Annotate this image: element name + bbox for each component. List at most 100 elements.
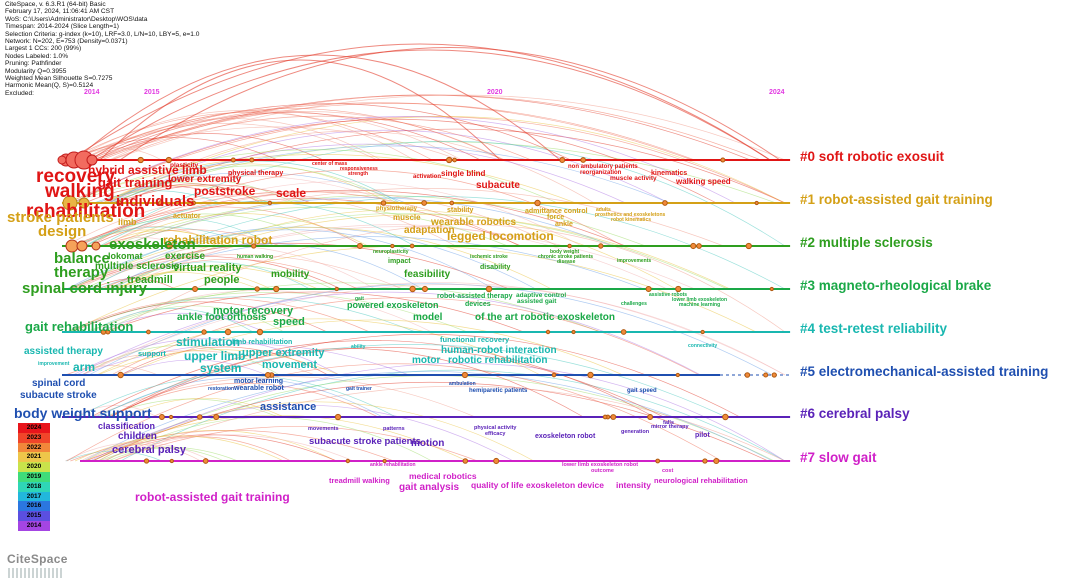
keyword-node [754,200,759,206]
citation-arc [108,141,777,204]
keyword-label: muscle activity [610,175,657,182]
citation-arc [122,264,333,290]
keyword-label: assisted gait [517,298,557,305]
citation-arc [74,226,252,247]
keyword-label: motion [411,438,445,449]
keyword-label: wearable robotics [431,217,517,228]
keyword-label: speed [273,316,305,328]
keyword-label: cerebral palsy [112,444,186,456]
keyword-label: human-robot interaction [441,345,557,356]
year-tick: 2015 [144,89,160,96]
keyword-node [158,200,164,206]
citation-arc [97,172,406,204]
citation-arc [73,110,415,161]
citation-arc [91,376,476,418]
summary-line: Excluded: [5,89,34,97]
citation-arc [88,198,522,247]
citation-arc [65,102,693,161]
citation-arc [119,47,781,161]
citation-arc [111,145,671,204]
keyword-node [202,458,209,464]
citation-arc [85,434,337,462]
keyword-label: classification [98,421,156,431]
citation-arc [67,256,342,290]
keyword-label: connectivity [688,343,718,349]
citation-arc [112,385,786,462]
keyword-node [702,458,708,464]
keyword-label: physiotherapy [376,206,418,212]
citation-arc [120,359,267,376]
keyword-label: stroke patients [7,209,114,226]
summary-line: Network: N=202, E=753 (Density=0.0371) [5,38,128,46]
year-tick: 2020 [487,89,503,96]
keyword-label: robot-assisted therapy [437,293,513,300]
legend-year: 2024 [18,423,50,433]
keyword-label: design [38,223,87,240]
keyword-node [449,200,455,206]
summary-line: Selection Criteria: g-index (k=10), LRF=… [5,30,200,38]
keyword-node [421,200,428,206]
keyword-node [91,241,101,251]
cluster-label: #2 multiple sclerosis [800,235,933,250]
citation-arc [111,195,646,247]
citation-arc [106,226,695,290]
citation-arc [116,270,272,290]
keyword-node [264,371,271,379]
keyword-label: patterns [383,426,405,432]
citation-arc [108,447,225,462]
keyword-node [545,329,551,335]
keyword-label: robot kinematics [611,217,652,223]
keyword-label: gait analysis [399,482,460,493]
keyword-node [249,157,255,163]
keyword-label: exercise [165,251,206,262]
keyword-label: improvement [38,361,70,367]
keyword-node [254,286,260,292]
keyword-label: stability [447,207,474,214]
keyword-label: subacute stroke [20,390,97,401]
keyword-node [137,156,144,164]
keyword-node [662,200,668,206]
keyword-node [356,242,363,250]
keyword-label: hybrid assistive limb [88,163,207,177]
keyword-label: lower limb exoskeleton [672,297,728,303]
keyword-label: generation [621,429,650,435]
keyword-label: gait trainer [346,386,372,392]
keyword-node [445,156,453,164]
keyword-label: adaptation [404,225,455,236]
keyword-label: virtual reality [173,262,242,274]
summary-line: Nodes Labeled: 1.0% [5,52,69,60]
citation-arc [96,318,541,376]
keyword-label: gait speed [627,388,657,394]
keyword-node [191,200,196,206]
citation-arc [73,254,403,290]
keyword-label: upper extremity [242,347,325,359]
keyword-node [696,243,702,249]
keyword-node [251,243,257,249]
keyword-node [745,242,752,250]
keyword-label: limb rehabilitation [232,339,293,346]
keyword-label: outcome [591,468,614,474]
legend-year: 2014 [18,520,50,531]
keyword-label: spinal cord [32,378,86,389]
keyword-label: lokomat [108,251,143,261]
keyword-label: movements [308,426,339,432]
legend-year: 2020 [18,462,50,472]
keyword-label: robot-assisted gait training [135,490,290,504]
keyword-label: spinal cord injury [22,280,148,297]
citation-arc [120,346,329,376]
keyword-label: poststroke [194,184,256,198]
keyword-node [382,458,387,464]
keyword-label: balance [54,250,110,267]
logo-decoration [8,568,62,578]
keyword-label: quality of life [471,480,524,490]
keyword-node [409,285,416,293]
keyword-label: exoskeleton device [526,480,604,490]
keyword-label: therapy [54,264,109,281]
keyword-node [587,371,594,379]
citation-arc [90,340,655,418]
citation-arc [111,224,786,333]
keyword-label: falls [663,420,675,426]
keyword-label: mobility [271,269,310,280]
citation-arc [84,414,468,462]
keyword-label: rehabilitation [26,201,146,222]
